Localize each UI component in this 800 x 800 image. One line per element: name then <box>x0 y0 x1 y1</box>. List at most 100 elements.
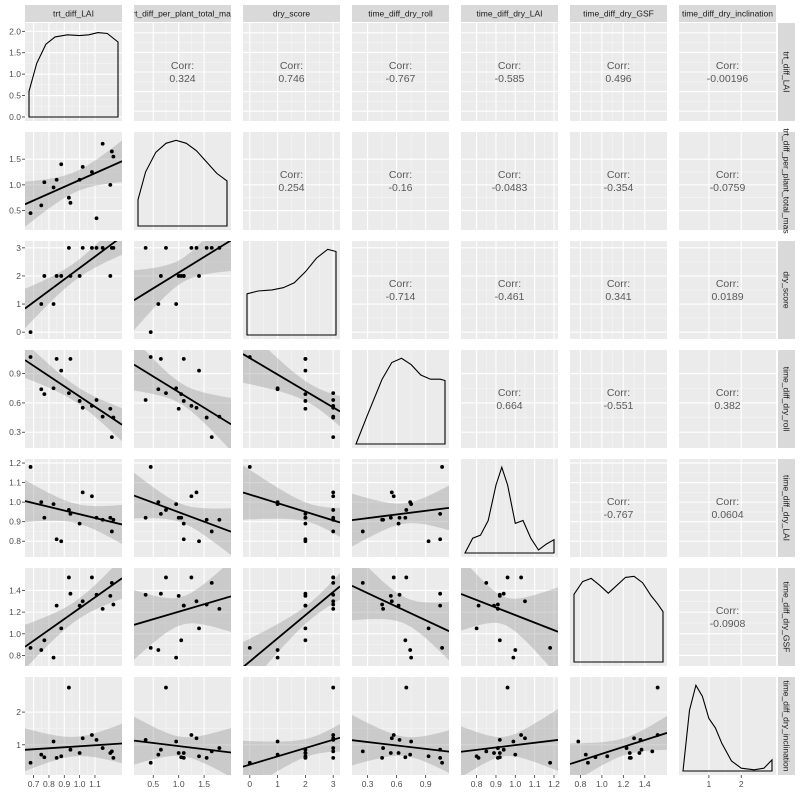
data-point <box>247 355 252 359</box>
panel-4-6: Corr:0.0604 <box>679 459 776 557</box>
data-point <box>197 368 201 373</box>
data-point <box>303 626 308 631</box>
data-point <box>408 648 413 652</box>
data-point <box>484 749 489 754</box>
data-point <box>426 539 431 544</box>
strip-right-label: time_diff_dry_roll <box>782 367 792 432</box>
data-point <box>108 593 113 598</box>
density-curve <box>682 683 773 772</box>
data-point <box>637 751 642 755</box>
data-point <box>181 521 186 526</box>
data-point <box>176 274 181 278</box>
data-point <box>519 575 524 580</box>
data-point <box>474 626 479 631</box>
data-point <box>143 737 148 742</box>
data-point <box>100 141 105 146</box>
data-point <box>303 603 308 608</box>
data-point <box>495 606 500 611</box>
data-point <box>66 391 71 396</box>
data-point <box>59 162 64 167</box>
data-point <box>217 746 222 750</box>
data-point <box>100 606 105 611</box>
regression-line <box>25 241 118 310</box>
data-point <box>197 274 201 278</box>
y-tick-label: 0.8 <box>9 650 21 660</box>
corr-value: 0.746 <box>278 73 304 85</box>
data-point <box>143 515 148 520</box>
confidence-band <box>25 568 122 666</box>
data-point <box>331 733 336 737</box>
data-point <box>275 386 280 391</box>
corr-label: Corr: <box>716 278 739 290</box>
x-tick-label: 0.8 <box>471 779 483 789</box>
data-point <box>627 751 632 755</box>
data-point <box>77 177 82 182</box>
data-point <box>109 529 114 534</box>
data-point <box>42 274 47 278</box>
strip-top-4 <box>461 5 558 22</box>
strip-top-label: trt_diff_per_plant_total_mas <box>130 9 235 19</box>
panel-2-6: Corr:0.0189 <box>679 241 776 339</box>
data-point <box>51 185 56 190</box>
data-point <box>42 180 47 185</box>
data-point <box>404 508 409 512</box>
panel-5-1 <box>134 568 231 666</box>
data-point <box>548 760 553 765</box>
data-point <box>80 405 85 410</box>
data-point <box>331 494 336 499</box>
data-point <box>586 760 590 765</box>
corr-label: Corr: <box>607 60 630 72</box>
data-point <box>275 502 280 506</box>
corr-label: Corr: <box>280 169 303 181</box>
panel-1-3: Corr:-0.16 <box>352 132 449 230</box>
data-point <box>181 603 186 608</box>
x-tick-label: 1 <box>707 779 712 789</box>
y-tick-label: 1.0 <box>9 497 21 507</box>
data-point <box>176 406 181 411</box>
regression-line <box>352 584 449 632</box>
y-tick-label: 0.9 <box>9 517 21 527</box>
corr-label: Corr: <box>716 496 739 508</box>
y-tick-label: 3 <box>16 243 21 253</box>
data-point <box>111 755 116 760</box>
data-point <box>593 755 598 760</box>
data-point <box>426 626 431 631</box>
panel-background <box>352 350 449 448</box>
strip-right-0 <box>778 23 795 121</box>
x-tick-label: 1.0 <box>509 779 521 789</box>
panel-2-4: Corr:-0.461 <box>461 241 558 339</box>
data-point <box>181 399 186 403</box>
data-point <box>143 245 148 250</box>
data-point <box>66 575 71 580</box>
data-point <box>66 195 71 200</box>
data-point <box>39 752 44 757</box>
data-point <box>331 749 336 754</box>
y-tick-label: 0.5 <box>9 91 21 101</box>
data-point <box>426 754 431 759</box>
panel-background <box>679 459 776 557</box>
data-point <box>111 154 116 159</box>
data-point <box>28 330 33 335</box>
corr-value: 0.664 <box>496 400 522 412</box>
strip-right-1 <box>778 132 795 230</box>
corr-value: 0.324 <box>169 73 195 85</box>
panel-6-2 <box>243 677 340 775</box>
data-point <box>331 746 336 750</box>
strip-top-label: trt_diff_LAI <box>53 9 94 19</box>
panel-background <box>679 568 776 666</box>
data-point <box>209 580 214 585</box>
data-point <box>275 648 280 652</box>
data-point <box>501 747 506 752</box>
regression-line <box>134 241 231 301</box>
corr-value: -0.551 <box>604 400 634 412</box>
panel-5-2 <box>243 568 340 666</box>
data-point <box>66 685 71 690</box>
data-point <box>397 737 402 742</box>
data-point <box>360 529 365 534</box>
data-point <box>108 406 113 411</box>
data-point <box>513 648 518 652</box>
panel-4-0 <box>25 459 122 557</box>
corr-value: -0.0483 <box>492 182 528 194</box>
data-point <box>275 655 280 660</box>
y-tick-label: 1.0 <box>9 180 21 190</box>
